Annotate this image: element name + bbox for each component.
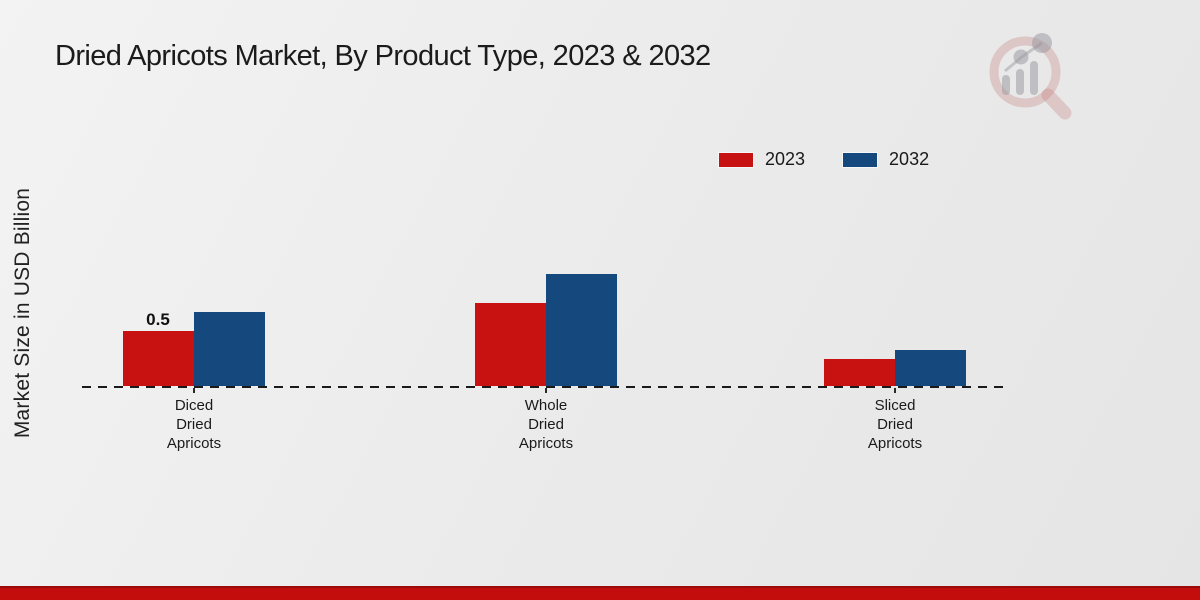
legend-label-2032: 2032: [889, 149, 930, 169]
bar-2023-sliced-dried-apricots: [824, 359, 895, 386]
bar-2023-diced-dried-apricots: [123, 331, 194, 386]
category-label-sliced-dried-apricots: Sliced Dried Apricots: [867, 397, 923, 452]
x-axis-tick: [545, 388, 547, 393]
brand-watermark-icon: [989, 33, 1072, 120]
x-axis-tick: [894, 388, 896, 393]
y-axis-title: Market Size in USD Billion: [11, 187, 34, 439]
bar-2032-diced-dried-apricots: [194, 312, 265, 386]
category-label-diced-dried-apricots: Diced Dried Apricots: [166, 397, 222, 452]
category-label-whole-dried-apricots: Whole Dried Apricots: [518, 397, 574, 452]
x-axis-tick: [193, 388, 195, 393]
bar-2032-sliced-dried-apricots: [895, 350, 966, 386]
legend-swatch-2023: [718, 151, 754, 168]
chart-title: Dried Apricots Market, By Product Type, …: [55, 40, 711, 72]
legend-swatch-2032: [842, 151, 879, 168]
legend-item-2023: 2023: [718, 149, 805, 170]
legend: 2023 2032: [718, 149, 929, 170]
bar-2023-whole-dried-apricots: [475, 303, 546, 386]
legend-label-2023: 2023: [765, 149, 806, 169]
x-axis-baseline: [82, 386, 1007, 388]
footer-accent-bar: [0, 586, 1200, 600]
legend-item-2032: 2032: [842, 149, 929, 170]
bar-2032-whole-dried-apricots: [546, 274, 617, 386]
bar-value-label: 0.5: [146, 310, 170, 329]
